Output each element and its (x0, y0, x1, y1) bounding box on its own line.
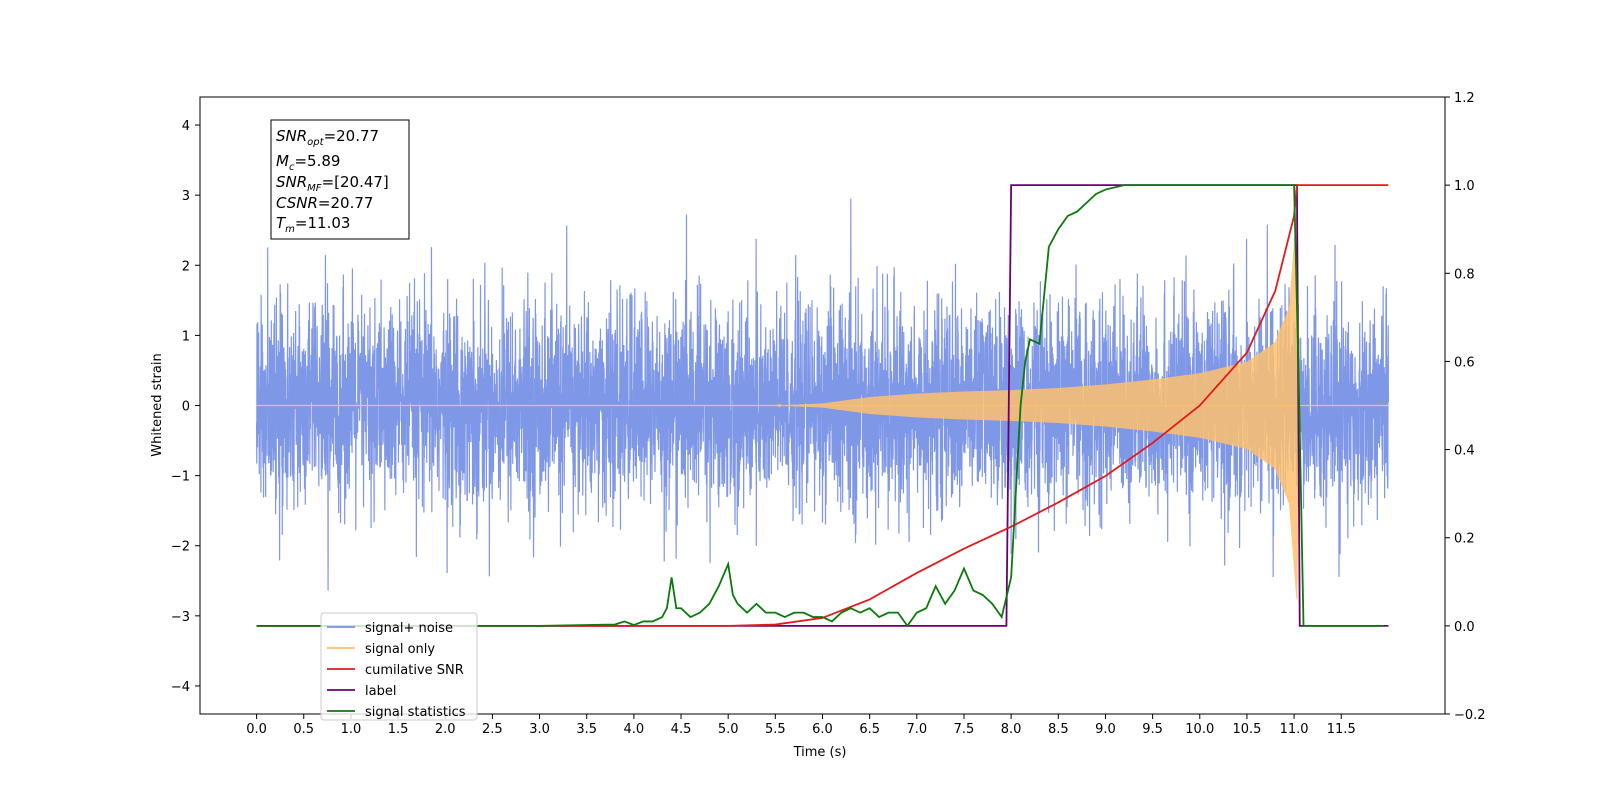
y-tick-label: 0 (182, 400, 190, 415)
y2-tick-label: 0.2 (1454, 532, 1475, 547)
x-tick-label: 11.0 (1280, 722, 1309, 737)
legend-label: signal+ noise (365, 621, 453, 636)
x-axis: 0.0 0.5 1.0 1.5 2.0 2.5 3.0 3.5 4.0 4.5 5.0 5.5 6.0 6… (246, 714, 1356, 737)
y-tick-label: −1 (171, 470, 190, 485)
x-tick-label: 1.0 (341, 722, 362, 737)
x-tick-label: 10.5 (1232, 722, 1261, 737)
x-tick-label: 5.0 (718, 722, 739, 737)
y-tick-label: 4 (182, 119, 190, 134)
x-tick-label: 4.0 (624, 722, 645, 737)
y-axis-label: Whitened strain (150, 353, 165, 456)
info-snr-opt: SNRopt=20.77 (276, 127, 379, 148)
x-tick-label: 0.5 (293, 722, 314, 737)
x-tick-label: 7.5 (954, 722, 975, 737)
x-tick-label: 6.5 (859, 722, 880, 737)
legend-label: label (365, 684, 396, 699)
signal-statistics-line (256, 184, 1384, 628)
legend-frame (320, 612, 478, 721)
x-tick-label: 7.0 (906, 722, 927, 737)
y-tick-label: 3 (182, 189, 190, 204)
x-tick-label: 8.5 (1048, 722, 1069, 737)
x-tick-label: 1.5 (388, 722, 409, 737)
x-tick-label: 2.0 (435, 722, 456, 737)
info-csnr: CSNR=20.77 (276, 194, 373, 212)
legend-label: signal only (365, 642, 435, 657)
info-tm: Tm=11.03 (276, 214, 350, 235)
y2-tick-label: 0.4 (1454, 444, 1475, 459)
y2-tick-label: 1.2 (1454, 91, 1475, 106)
y2-tick-label: −0.2 (1454, 708, 1486, 723)
y2-tick-label: 0.0 (1454, 620, 1475, 635)
x-tick-label: 0.0 (246, 722, 267, 737)
legend: signal+ noise signal only cumilative SNR la… (320, 612, 478, 721)
x-axis-label: Time (s) (793, 745, 847, 760)
y-tick-label: −2 (171, 540, 190, 555)
x-tick-label: 8.0 (1001, 722, 1022, 737)
y-axis-right: 1.2 1.0 0.8 0.6 0.4 0.2 0.0 −0.2 (1445, 91, 1486, 723)
legend-label: signal statistics (365, 705, 466, 720)
x-tick-label: 11.5 (1327, 722, 1356, 737)
series-signal-noise (255, 198, 1390, 591)
noise-line (255, 198, 1390, 591)
x-tick-label: 9.5 (1142, 722, 1163, 737)
info-snr-mf: SNRMF=[20.47] (276, 173, 389, 194)
y-tick-label: −3 (171, 610, 190, 625)
y-tick-label: −4 (171, 680, 190, 695)
x-tick-label: 5.5 (765, 722, 786, 737)
y2-tick-label: 0.8 (1454, 267, 1475, 282)
x-tick-label: 9.0 (1095, 722, 1116, 737)
info-mc: Mc=5.89 (276, 152, 340, 173)
y2-tick-label: 1.0 (1454, 179, 1475, 194)
info-box: SNRopt=20.77 Mc=5.89 SNRMF=[20.47] CSNR=… (270, 119, 410, 240)
y-tick-label: 2 (182, 259, 190, 274)
x-tick-label: 3.5 (576, 722, 597, 737)
x-tick-label: 2.5 (482, 722, 503, 737)
x-tick-label: 4.5 (671, 722, 692, 737)
right-axis-series (256, 184, 1389, 628)
y-tick-label: 1 (182, 329, 190, 344)
y-axis-left: 4 3 2 1 0 −1 −2 −3 −4 (171, 119, 200, 695)
x-tick-label: 3.0 (529, 722, 550, 737)
y2-tick-label: 0.6 (1454, 355, 1475, 370)
x-tick-label: 10.0 (1185, 722, 1214, 737)
x-tick-label: 6.0 (812, 722, 833, 737)
info-box-frame (270, 119, 410, 240)
legend-label: cumilative SNR (365, 663, 464, 678)
